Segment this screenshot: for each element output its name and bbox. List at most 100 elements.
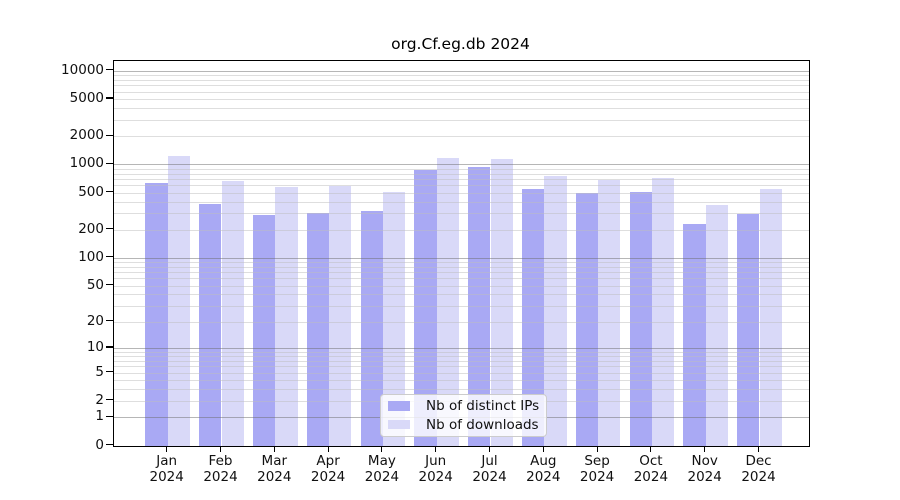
bar-distinct-ips-jan-2024 (145, 182, 168, 446)
gridline-minor-9 (114, 351, 809, 353)
y-axis-tick-0 (106, 444, 113, 446)
x-tick-label-apr: Apr 2024 (296, 453, 360, 485)
x-axis-tick-jun (435, 446, 437, 452)
legend-swatch-downloads (388, 419, 410, 430)
bar-distinct-ips-feb-2024 (199, 203, 222, 446)
bar-distinct-ips-nov-2024 (683, 224, 706, 446)
x-tick-label-year: 2024 (257, 468, 292, 485)
bar-downloads-may-2024 (382, 192, 406, 446)
gridline-minor-5000 (114, 98, 809, 100)
y-axis-tick-10000 (106, 69, 113, 71)
gridline-minor-60 (114, 278, 809, 280)
gridline-minor-200 (114, 229, 809, 231)
bar-distinct-ips-jun-2024 (414, 169, 437, 446)
x-tick-label-jun: Jun 2024 (404, 453, 468, 485)
bar-downloads-mar-2024 (275, 186, 298, 446)
gridline-major-1000 (114, 164, 809, 166)
y-axis-tick-20 (106, 320, 113, 322)
x-axis-tick-may (381, 446, 383, 452)
x-tick-label-year: 2024 (364, 468, 400, 485)
y-tick-label-2: 2 (95, 391, 104, 408)
y-tick-label-1: 1 (95, 408, 104, 425)
gridline-minor-3 (114, 389, 809, 391)
x-axis-tick-feb (219, 446, 222, 452)
x-axis-tick-jul (488, 446, 491, 452)
gridline-minor-500 (114, 192, 809, 194)
gridline-minor-9000 (114, 75, 809, 77)
gridline-minor-8 (114, 356, 809, 358)
gridline-minor-800 (114, 173, 809, 175)
y-tick-label-5000: 5000 (69, 89, 104, 106)
legend-item-distinct-ips: Nb of distinct IPs (381, 397, 546, 416)
gridline-minor-7 (114, 360, 809, 362)
y-axis-tick-5 (106, 371, 113, 373)
y-axis-tick-1000 (106, 162, 113, 165)
bar-downloads-dec-2024 (759, 188, 782, 446)
y-tick-label-50: 50 (86, 276, 104, 293)
x-axis-tick-sep (596, 446, 598, 452)
y-tick-label-100: 100 (78, 248, 104, 265)
gridline-minor-40 (114, 294, 809, 296)
gridline-minor-6 (114, 366, 809, 368)
legend-swatch-distinct-ips (388, 401, 410, 411)
bar-distinct-ips-aug-2024 (522, 189, 545, 446)
x-tick-label-jan: Jan 2024 (135, 453, 199, 485)
x-tick-label-year: 2024 (418, 468, 453, 485)
gridline-minor-8000 (114, 79, 809, 81)
x-tick-label-feb: Feb 2024 (189, 453, 253, 485)
x-axis-tick-apr (327, 446, 329, 452)
bar-distinct-ips-may-2024 (360, 210, 383, 446)
legend-label-downloads: Nb of downloads (426, 416, 539, 433)
x-tick-label-mar: Mar 2024 (242, 453, 306, 485)
y-tick-label-20: 20 (86, 312, 104, 329)
y-axis-tick-10 (106, 346, 113, 348)
chart-title: org.Cf.eg.db 2024 (391, 35, 530, 53)
y-axis-tick-50 (106, 284, 113, 286)
x-tick-label-year: 2024 (579, 468, 615, 485)
gridline-minor-600 (114, 185, 809, 187)
y-tick-label-200: 200 (78, 220, 104, 237)
bar-distinct-ips-dec-2024 (737, 214, 760, 446)
gridline-minor-50 (114, 285, 809, 287)
x-tick-label-month: Dec (745, 453, 772, 469)
x-tick-label-year: 2024 (203, 468, 238, 485)
y-tick-label-10: 10 (86, 339, 104, 356)
x-tick-label-month: May (367, 453, 396, 469)
bar-downloads-oct-2024 (651, 177, 675, 446)
bar-distinct-ips-sep-2024 (575, 192, 599, 446)
gridline-minor-90 (114, 262, 809, 264)
x-tick-label-year: 2024 (310, 468, 346, 485)
gridline-minor-30 (114, 305, 809, 307)
x-axis-tick-jan (166, 446, 168, 452)
gridline-minor-900 (114, 168, 809, 170)
gridline-minor-70 (114, 272, 809, 274)
gridline-minor-3000 (114, 119, 809, 121)
gridline-major-10000 (114, 70, 809, 72)
x-tick-label-month: Oct (639, 453, 663, 469)
gridline-minor-2000 (114, 136, 809, 138)
x-tick-label-month: Aug (530, 453, 557, 469)
gridline-minor-4000 (114, 108, 809, 110)
bar-distinct-ips-apr-2024 (306, 213, 330, 446)
bar-downloads-sep-2024 (598, 180, 621, 446)
x-tick-label-month: Apr (316, 453, 340, 469)
legend-item-downloads: Nb of downloads (381, 415, 546, 434)
x-tick-label-year: 2024 (526, 468, 561, 485)
x-axis-tick-mar (273, 446, 275, 452)
x-tick-label-month: Jul (481, 453, 498, 469)
x-tick-label-sep: Sep 2024 (565, 453, 629, 485)
y-tick-label-10000: 10000 (61, 61, 104, 78)
y-tick-label-1000: 1000 (69, 155, 104, 172)
x-axis-tick-dec (757, 446, 760, 452)
x-tick-label-may: May 2024 (350, 453, 414, 485)
bar-downloads-nov-2024 (705, 204, 728, 446)
gridline-minor-400 (114, 201, 809, 203)
plot-area: Nb of distinct IPs Nb of downloads (113, 60, 810, 447)
bar-distinct-ips-oct-2024 (629, 191, 652, 446)
x-tick-label-dec: Dec 2024 (727, 453, 791, 485)
y-axis-tick-100 (106, 256, 113, 258)
x-axis-tick-oct (650, 446, 652, 452)
x-tick-label-aug: Aug 2024 (511, 453, 575, 485)
legend: Nb of distinct IPs Nb of downloads (380, 393, 547, 437)
